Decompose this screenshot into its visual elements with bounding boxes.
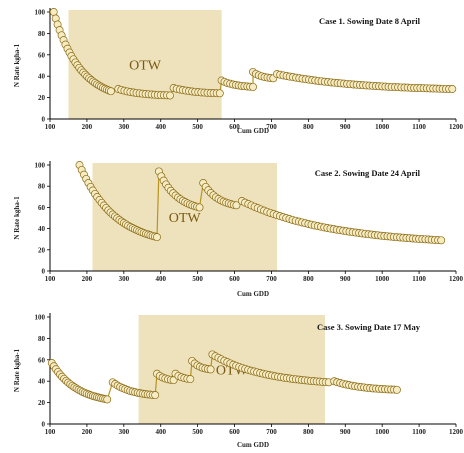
y-tick-label: 60 xyxy=(38,356,46,364)
x-tick-label: 300 xyxy=(119,123,130,131)
data-point xyxy=(106,87,115,96)
x-tick-label: 300 xyxy=(119,428,130,436)
y-tick-label: 80 xyxy=(38,183,46,191)
x-tick-label: 400 xyxy=(155,123,166,131)
y-tick-label: 0 xyxy=(42,116,46,124)
y-tick-label: 80 xyxy=(38,30,46,38)
x-tick-label: 1200 xyxy=(449,123,464,131)
x-tick-label: 500 xyxy=(192,123,203,131)
x-tick-label: 700 xyxy=(266,123,277,131)
x-tick-label: 200 xyxy=(82,123,93,131)
data-point xyxy=(249,82,257,91)
y-tick-label: 40 xyxy=(38,73,46,81)
x-tick-label: 1100 xyxy=(412,428,426,436)
x-tick-label: 700 xyxy=(266,275,277,283)
chart-title: Case 1. Sowing Date 8 April xyxy=(319,16,421,26)
otw-label: OTW xyxy=(169,211,202,226)
y-tick-label: 100 xyxy=(35,9,46,17)
x-tick-label: 100 xyxy=(45,428,56,436)
chart-panel-1: 0 20 40 60 80 100 100 200 300 400 500 600 700 800 900 1… xyxy=(13,8,464,135)
x-tick-label: 700 xyxy=(266,428,277,436)
x-tick-label: 1000 xyxy=(375,275,390,283)
data-point xyxy=(195,203,204,212)
data-point xyxy=(206,365,215,374)
y-tick-label: 100 xyxy=(35,162,46,170)
x-tick-label: 1000 xyxy=(375,123,390,131)
x-axis-label: Cum GDD xyxy=(237,290,269,298)
x-tick-label: 1200 xyxy=(449,275,464,283)
y-tick-label: 80 xyxy=(38,335,46,343)
y-tick-label: 60 xyxy=(38,204,46,212)
x-tick-label: 900 xyxy=(340,275,351,283)
x-tick-label: 800 xyxy=(303,428,314,436)
x-tick-label: 1100 xyxy=(412,275,426,283)
data-point xyxy=(392,385,401,394)
x-tick-label: 400 xyxy=(155,428,166,436)
otw-band xyxy=(68,10,222,119)
data-point xyxy=(49,8,58,16)
data-point xyxy=(215,89,224,98)
otw-label: OTW xyxy=(129,59,162,74)
data-point xyxy=(186,375,195,384)
y-axis-label: N Rate kgha-1 xyxy=(13,43,21,87)
x-tick-label: 100 xyxy=(45,123,56,131)
data-point xyxy=(103,395,112,404)
otw-band xyxy=(92,163,277,271)
x-tick-label: 600 xyxy=(229,428,240,436)
x-tick-label: 600 xyxy=(229,275,240,283)
x-axis-label: Cum GDD xyxy=(237,127,269,135)
y-tick-label: 20 xyxy=(38,399,46,407)
x-tick-label: 1000 xyxy=(375,428,390,436)
data-point xyxy=(166,91,174,100)
y-tick-label: 60 xyxy=(38,51,46,59)
x-tick-label: 800 xyxy=(303,275,314,283)
y-tick-label: 20 xyxy=(38,246,46,254)
x-tick-label: 300 xyxy=(119,275,130,283)
y-tick-label: 0 xyxy=(42,421,46,429)
data-point xyxy=(232,201,241,210)
x-tick-label: 200 xyxy=(82,428,93,436)
x-tick-label: 900 xyxy=(340,123,351,131)
otw-band xyxy=(138,315,325,424)
x-axis-label: Cum GDD xyxy=(237,441,269,449)
x-tick-label: 500 xyxy=(192,275,203,283)
data-point xyxy=(448,85,457,93)
x-tick-label: 500 xyxy=(192,428,203,436)
y-axis-label: N Rate kgha-1 xyxy=(13,196,21,240)
chart-title: Case 2. Sowing Date 24 April xyxy=(315,168,421,178)
data-point xyxy=(153,233,161,242)
x-tick-label: 600 xyxy=(229,123,240,131)
chart-title: Case 3. Sowing Date 17 May xyxy=(317,322,421,332)
x-tick-label: 1100 xyxy=(412,123,426,131)
x-tick-label: 1200 xyxy=(449,428,464,436)
chart-panel-3: 0 20 40 60 80 100 100 200 300 400 500 600 700 800 900 1… xyxy=(13,313,464,449)
y-tick-label: 40 xyxy=(38,225,46,233)
data-point xyxy=(437,236,446,245)
x-tick-label: 900 xyxy=(340,428,351,436)
y-tick-label: 100 xyxy=(35,314,46,322)
x-tick-label: 400 xyxy=(155,275,166,283)
y-axis-label: N Rate kgha-1 xyxy=(13,348,21,392)
chart-panel-2: 0 20 40 60 80 100 100 200 300 400 500 600 700 800 900 1… xyxy=(13,161,464,298)
x-tick-label: 200 xyxy=(82,275,93,283)
data-point xyxy=(151,391,160,400)
y-tick-label: 20 xyxy=(38,94,46,102)
y-tick-label: 0 xyxy=(42,268,46,276)
y-tick-label: 40 xyxy=(38,378,46,386)
x-tick-label: 800 xyxy=(303,123,314,131)
x-tick-label: 100 xyxy=(45,275,56,283)
